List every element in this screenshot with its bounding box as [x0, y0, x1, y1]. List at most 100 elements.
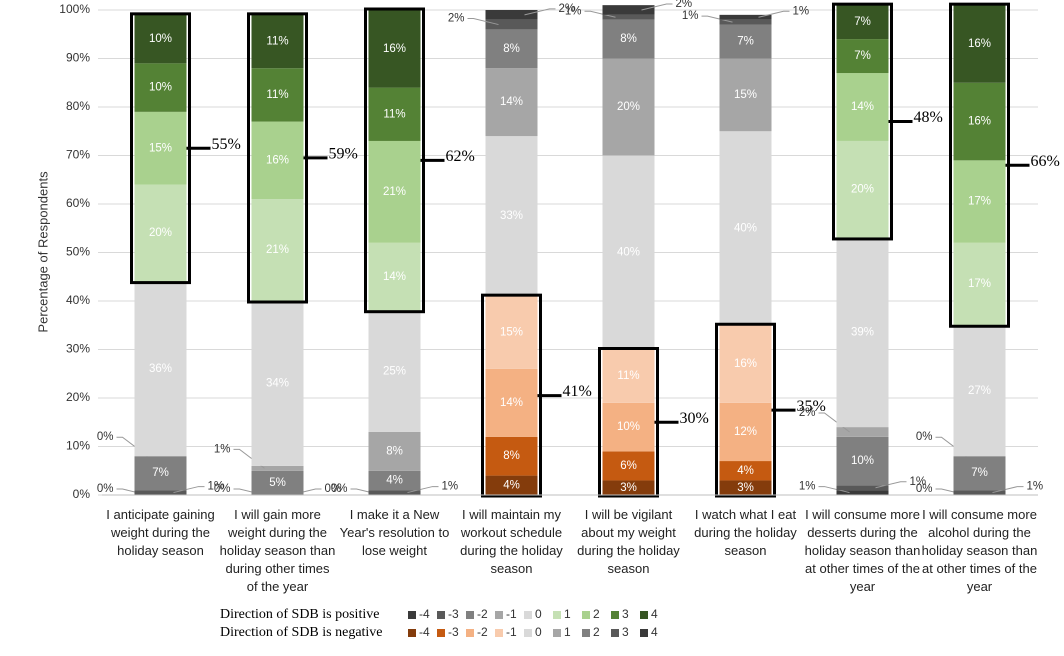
legend-swatch [495, 611, 503, 619]
x-tick-label: I will gain more weight during the holid… [219, 507, 336, 594]
bar-segment [134, 490, 187, 495]
highlight-label: 41% [563, 383, 592, 400]
data-label: 1% [793, 5, 810, 17]
highlight-label: 30% [680, 410, 709, 427]
legend-swatch [408, 629, 416, 637]
bar-segment [602, 451, 655, 481]
legend-label: -1 [506, 607, 517, 621]
bar-segment [134, 281, 187, 457]
data-label: 14% [383, 271, 406, 283]
legend-swatch [582, 629, 590, 637]
bar-segment [134, 456, 187, 491]
bar-segment [251, 470, 304, 495]
data-label: 7% [854, 50, 871, 62]
bar-segment [368, 140, 421, 243]
data-label: 8% [503, 43, 520, 55]
bar-segment [485, 19, 538, 30]
bar-segment [953, 242, 1006, 326]
bar-segment [836, 5, 889, 40]
bar-segment [836, 436, 889, 486]
data-label: 36% [149, 363, 172, 375]
bar-segment [719, 461, 772, 481]
bar-segment [251, 199, 304, 301]
legend-swatch [466, 611, 474, 619]
data-label: 3% [620, 482, 637, 494]
data-label: 2% [676, 0, 693, 10]
data-label: 10% [149, 82, 172, 94]
data-label: 16% [968, 38, 991, 50]
bar-segment [836, 73, 889, 141]
legend-swatch [524, 611, 532, 619]
data-label: 1% [214, 443, 231, 455]
bar-segment [368, 310, 421, 432]
legend-label: 0 [535, 625, 542, 639]
legend-label: 4 [651, 607, 658, 621]
bar-segment [836, 490, 889, 495]
data-label: 16% [734, 358, 757, 370]
x-tick-label: I will consume more alcohol during the h… [921, 507, 1038, 594]
data-label: 15% [149, 142, 172, 154]
data-label: 8% [620, 33, 637, 45]
legend-label: 1 [564, 607, 571, 621]
data-label: 11% [617, 370, 639, 382]
legend-swatch [611, 629, 619, 637]
leader-line [818, 486, 850, 494]
data-label: 27% [968, 385, 991, 397]
bar-segment [134, 111, 187, 185]
data-label: 0% [325, 483, 342, 495]
y-tick-label: 60% [66, 196, 90, 210]
x-tick-label: I watch what I eat during the holiday se… [694, 507, 797, 558]
legend-swatch [437, 611, 445, 619]
legend-label: 2 [593, 625, 600, 639]
bar-segment [953, 160, 1006, 243]
legend-label: -4 [419, 625, 430, 639]
data-label: 1% [208, 481, 225, 493]
bar-segment [485, 475, 538, 495]
data-label: 2% [448, 13, 465, 25]
bar-segment [953, 456, 1006, 491]
bar-segment [836, 237, 889, 428]
y-tick-label: 50% [66, 245, 90, 259]
data-label: 10% [617, 421, 640, 433]
legend-swatch [582, 611, 590, 619]
leader-line [701, 15, 733, 23]
bar-segment [602, 402, 655, 452]
bar-segment [719, 402, 772, 462]
highlight-label: 55% [212, 136, 241, 153]
legend-swatch [611, 611, 619, 619]
legend-label: -3 [448, 607, 459, 621]
bar-segment [485, 296, 538, 369]
y-tick-label: 80% [66, 99, 90, 113]
data-label: 25% [383, 365, 406, 377]
x-tick-label: I anticipate gaining weight during the h… [106, 507, 215, 558]
y-axis-label: Percentage of Respondents [35, 171, 50, 333]
data-label: 4% [386, 474, 403, 486]
data-label: 4% [737, 465, 754, 477]
legend-swatch [640, 629, 648, 637]
data-label: 2% [559, 3, 576, 15]
data-label: 0% [97, 483, 114, 495]
data-label: 6% [620, 460, 637, 472]
data-label: 21% [383, 186, 406, 198]
data-label: 16% [383, 43, 406, 55]
bar-segment [719, 131, 772, 326]
bar-segment [368, 10, 421, 88]
bar-segment [719, 24, 772, 59]
data-label: 7% [971, 467, 988, 479]
bar-segment [602, 5, 655, 15]
legend-label: -3 [448, 625, 459, 639]
legend-label: 2 [593, 607, 600, 621]
data-label: 33% [500, 210, 523, 222]
bar-segment [719, 19, 772, 25]
legend-label: -2 [477, 625, 488, 639]
bar-segment [251, 465, 304, 471]
data-label: 1% [1027, 481, 1044, 493]
leader-line [992, 486, 1024, 494]
legend-label: 4 [651, 625, 658, 639]
bar-segment [719, 325, 772, 403]
bar-segment [953, 325, 1006, 457]
bar-segment [602, 349, 655, 403]
bar-segment [836, 485, 889, 491]
